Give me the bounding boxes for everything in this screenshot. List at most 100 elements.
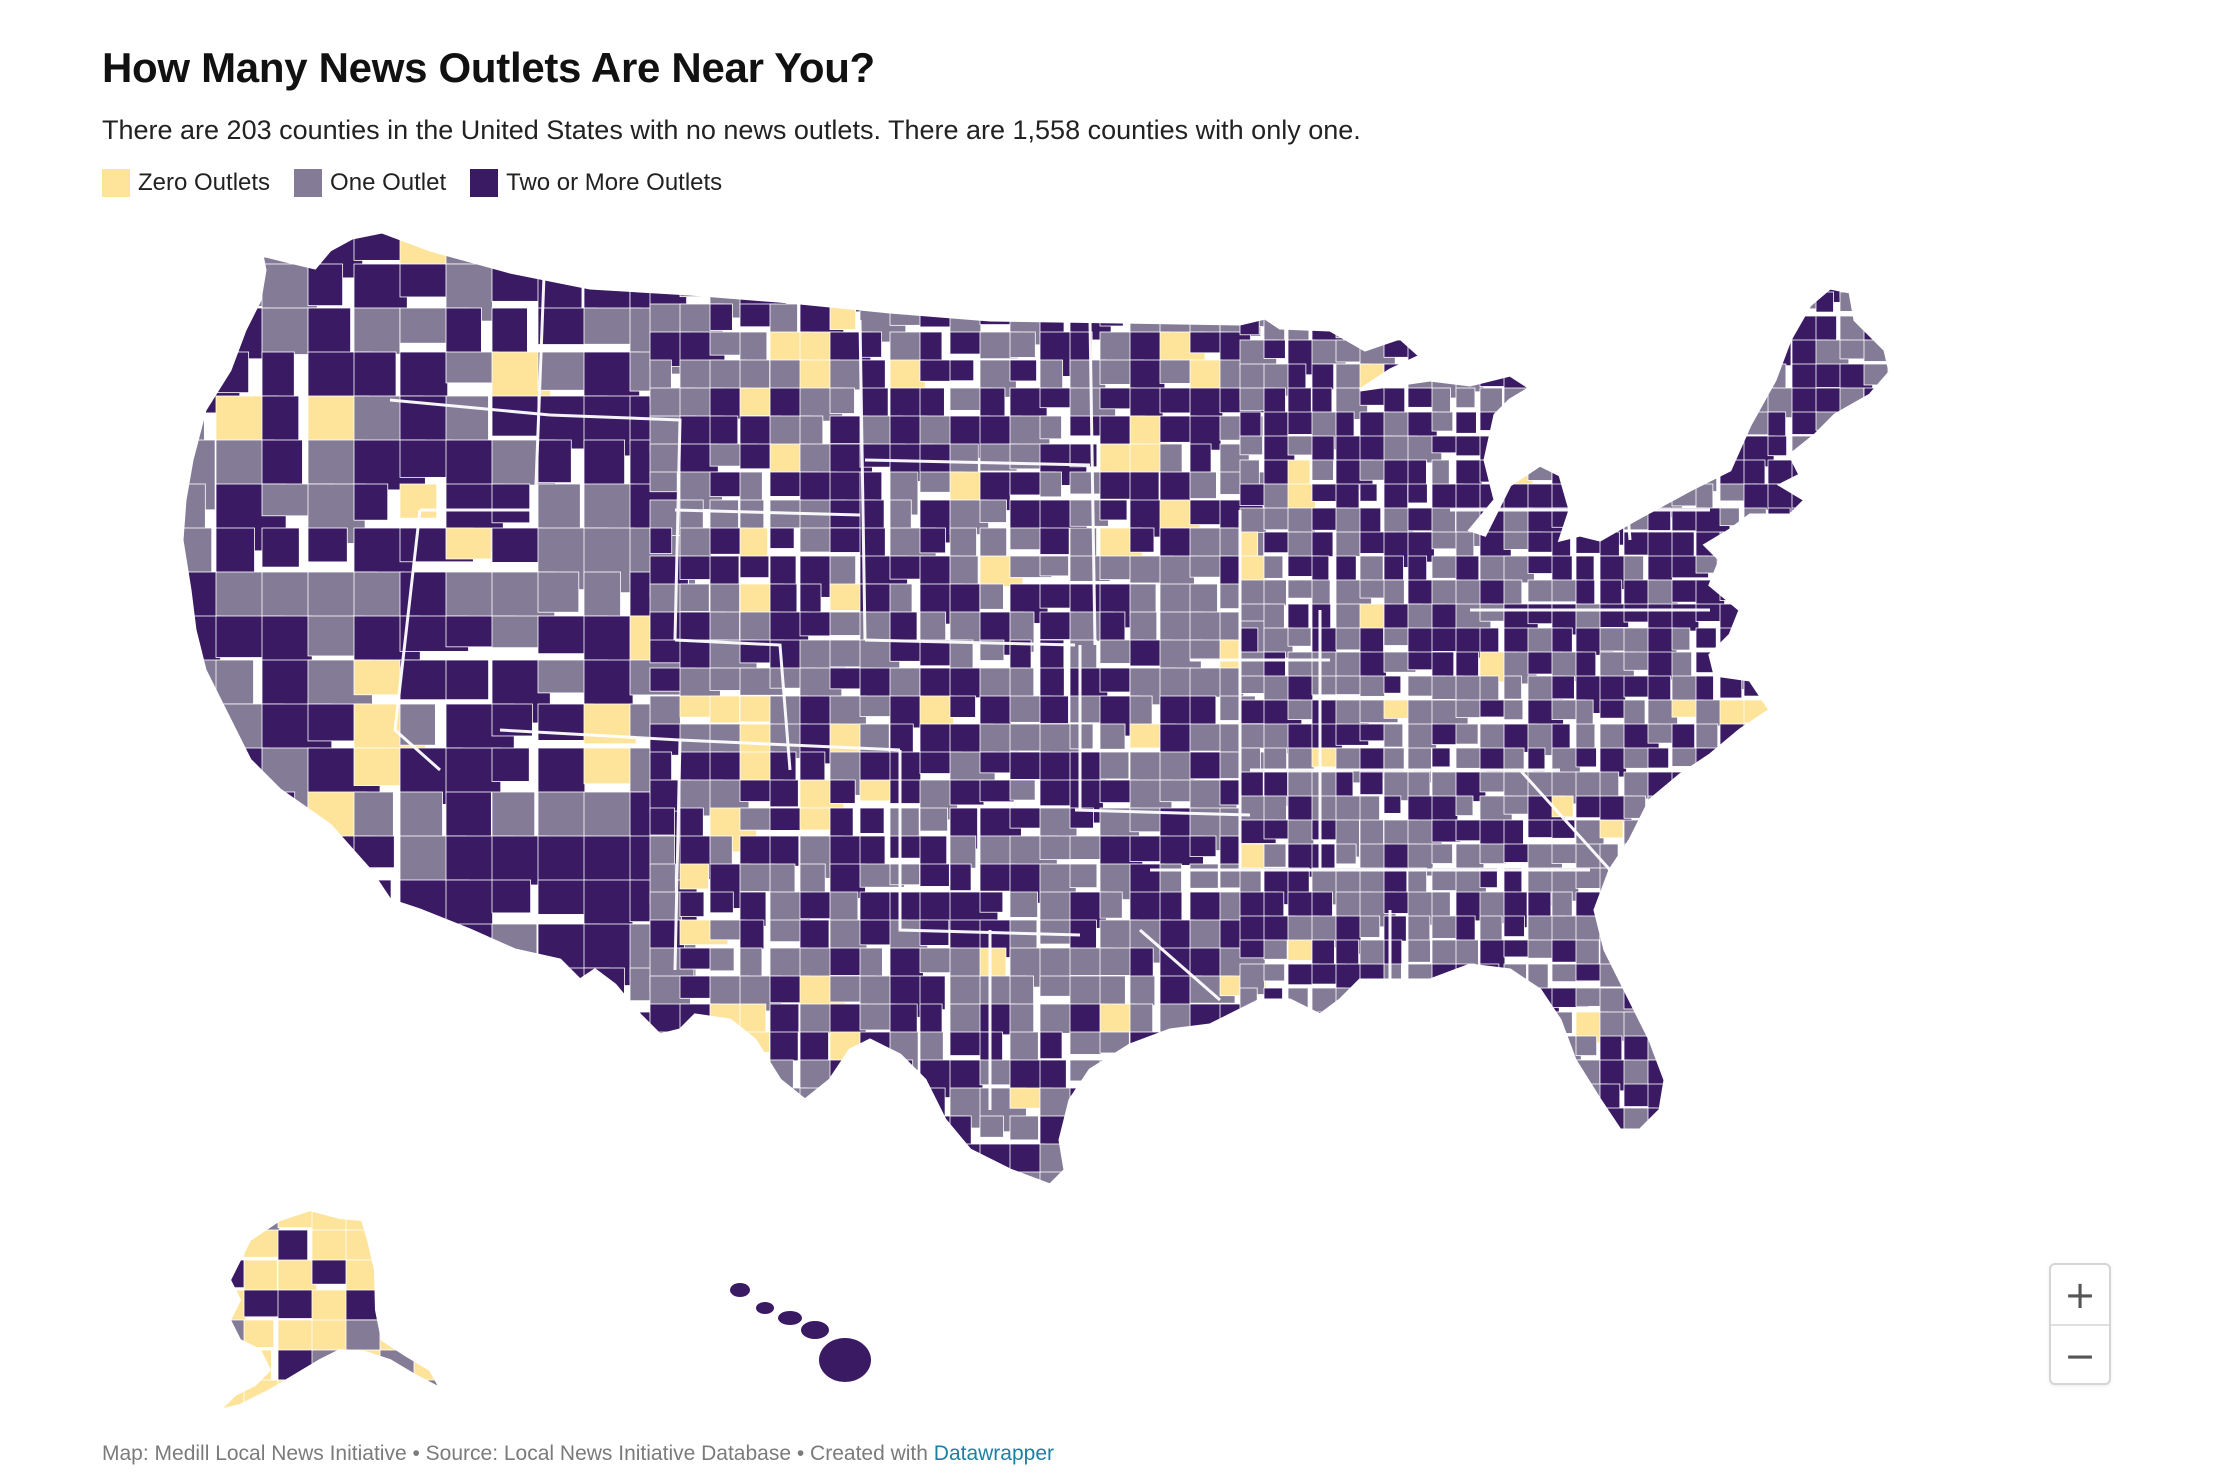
us-county-map[interactable] [90, 210, 2140, 1420]
county-shape [1455, 1083, 1494, 1119]
county-shape [1816, 1204, 1846, 1233]
county-shape [829, 779, 856, 804]
county-shape [1479, 1107, 1519, 1127]
county-shape [1887, 627, 1890, 665]
county-shape [1743, 603, 1783, 643]
county-shape [1695, 771, 1735, 806]
county-shape [277, 1259, 318, 1294]
county-shape [709, 611, 740, 644]
county-shape [1623, 267, 1653, 304]
county-shape [1767, 1011, 1798, 1037]
county-shape [1189, 247, 1222, 278]
county-shape [1527, 1107, 1552, 1141]
county-shape [709, 1059, 747, 1097]
county-shape [1407, 1107, 1438, 1135]
map-svg[interactable] [90, 210, 2140, 1420]
county-shape [1887, 1011, 1890, 1034]
county-shape [182, 791, 205, 854]
county-shape [1743, 915, 1776, 949]
county-shape [1099, 387, 1135, 410]
county-shape [1219, 232, 1247, 241]
county-shape [1887, 651, 1890, 685]
county-shape [1576, 1204, 1601, 1230]
county-shape [1407, 315, 1446, 337]
county-shape [1010, 1200, 1055, 1239]
datawrapper-link[interactable]: Datawrapper [933, 1442, 1055, 1465]
county-shape [1863, 603, 1890, 639]
county-shape [1359, 459, 1387, 481]
county-shape [1623, 411, 1662, 441]
county-shape [1887, 867, 1890, 891]
county-shape [1671, 891, 1699, 913]
state-border [858, 319, 867, 641]
county-shape [1575, 459, 1612, 498]
county-shape [307, 967, 370, 1039]
county-shape [1263, 1131, 1289, 1166]
county-shape [1695, 1155, 1716, 1181]
county-shape [679, 1115, 704, 1137]
county-shape [1623, 843, 1644, 881]
county-shape [1839, 1179, 1872, 1185]
zoom-in-button[interactable]: + [2064, 1272, 2096, 1317]
county-shape [1743, 843, 1771, 866]
county-shape [1129, 232, 1170, 258]
county-shape [739, 947, 763, 980]
county-shape [1887, 243, 1890, 263]
county-shape [1575, 267, 1613, 289]
county-shape [1671, 1131, 1701, 1164]
county-shape [1695, 603, 1722, 622]
county-shape [537, 879, 587, 915]
county-shape [1311, 459, 1334, 481]
county-shape [1240, 1204, 1274, 1239]
county-shape [1069, 807, 1094, 829]
county-shape [979, 779, 1015, 803]
county-shape [1383, 1179, 1411, 1185]
county-shape [1263, 1107, 1291, 1126]
county-shape [1719, 411, 1738, 443]
county-shape [1039, 247, 1066, 281]
county-shape [1311, 363, 1335, 391]
county-shape [1239, 1059, 1258, 1094]
county-shape [1311, 267, 1348, 292]
county-shape [1479, 1083, 1506, 1111]
legend: Zero Outlets One Outlet Two or More Outl… [102, 168, 2102, 198]
county-shape [1695, 867, 1725, 898]
county-shape [1863, 651, 1882, 670]
county-shape [413, 1319, 440, 1351]
county-shape [215, 1011, 262, 1068]
zoom-divider [2051, 1324, 2109, 1326]
county-shape [1359, 232, 1378, 256]
county-shape [649, 1031, 695, 1064]
county-shape [1887, 1035, 1890, 1059]
county-shape [859, 331, 882, 358]
state-border [674, 508, 861, 517]
county-shape [353, 483, 389, 521]
county-shape [1623, 315, 1663, 336]
county-shape [1863, 915, 1890, 948]
state-border [549, 413, 682, 641]
county-shape [1863, 555, 1887, 593]
county-shape [1099, 891, 1123, 919]
county-shape [1791, 243, 1813, 280]
county-shape [709, 891, 734, 914]
county-shape [1791, 1035, 1831, 1070]
county-shape [1599, 1131, 1634, 1153]
county-shape [353, 879, 392, 925]
county-shape [1623, 459, 1651, 498]
county-shape [1311, 483, 1338, 502]
county-shape [1791, 939, 1814, 973]
county-shape [1623, 1155, 1644, 1179]
county-shape [399, 923, 457, 994]
county-shape [1039, 1003, 1075, 1034]
county-shape [1887, 1083, 1890, 1117]
county-shape [491, 747, 530, 782]
county-shape [1839, 891, 1861, 927]
county-shape [220, 1289, 247, 1323]
county-shape [1099, 1087, 1144, 1111]
county-shape [1791, 1155, 1828, 1185]
county-shape [445, 307, 482, 356]
county-shape [1359, 675, 1385, 697]
zoom-out-button[interactable]: − [2064, 1333, 2096, 1378]
county-shape [859, 1143, 890, 1176]
county-shape [1129, 527, 1155, 553]
